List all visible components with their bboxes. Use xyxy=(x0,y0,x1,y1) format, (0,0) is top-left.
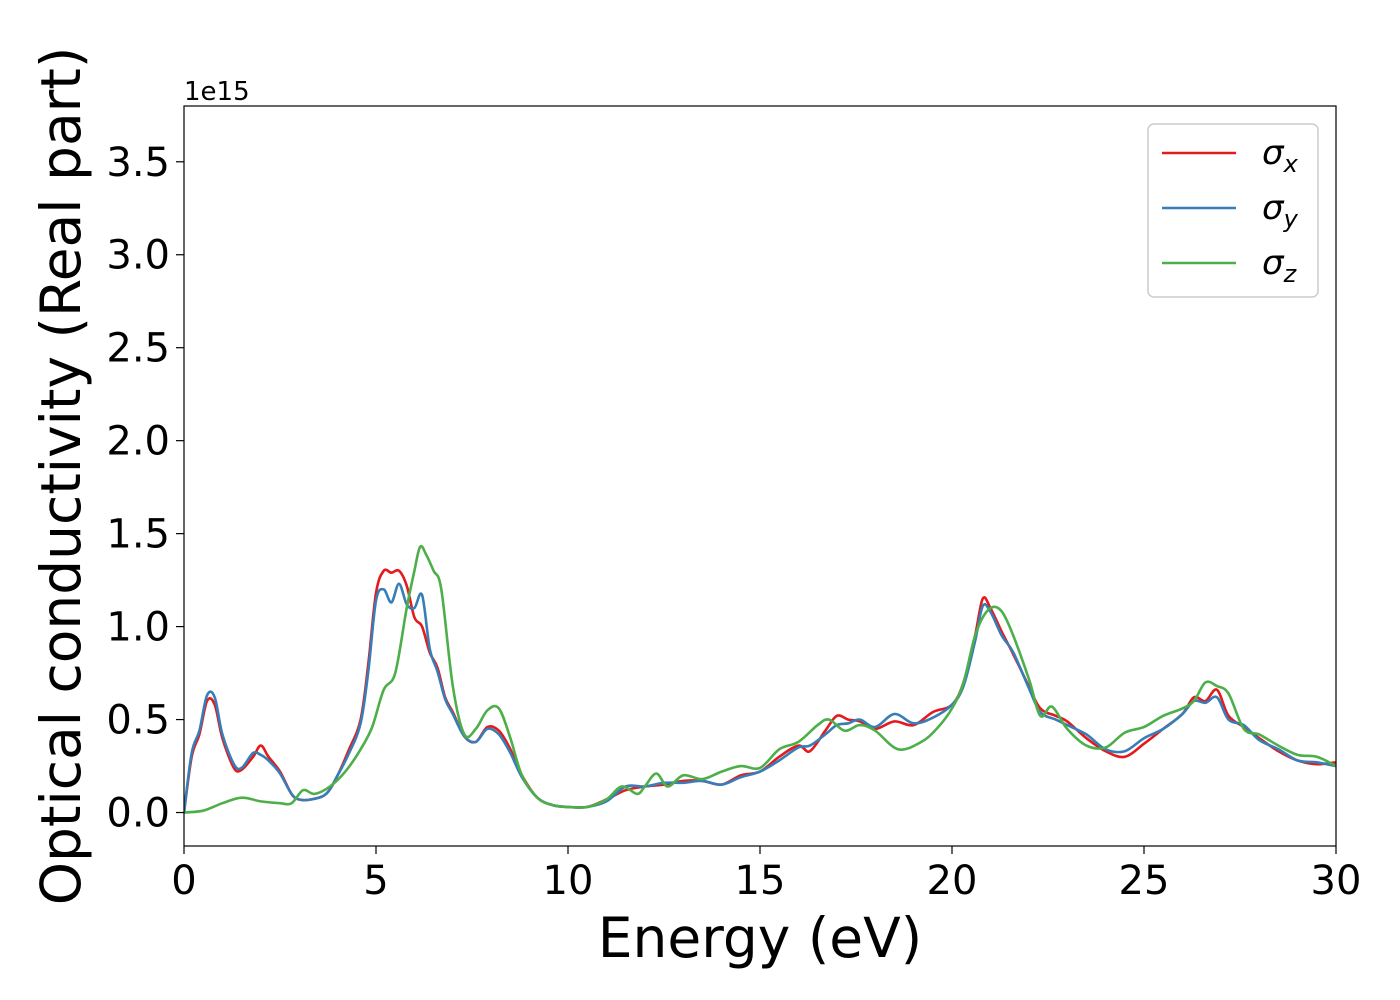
x-tick-label: 30 xyxy=(1311,858,1362,904)
legend-label-y: σy xyxy=(1262,188,1299,233)
y-tick-label: 0.0 xyxy=(106,791,170,837)
legend-items: σx σy σz xyxy=(1162,133,1299,288)
x-tick-label: 0 xyxy=(171,858,196,904)
legend-box xyxy=(1147,123,1319,298)
y-tick-label: 3.0 xyxy=(106,233,170,279)
y-tick-label: 0.5 xyxy=(106,698,170,744)
y-tick-label: 1.5 xyxy=(106,512,170,558)
series-layer xyxy=(184,544,1336,814)
x-axis-title: Energy (eV) xyxy=(598,906,922,970)
series-line-y xyxy=(184,582,1336,813)
legend-label-x: σx xyxy=(1262,133,1299,178)
legend-label-z: σz xyxy=(1262,243,1298,288)
y-tick-label: 2.0 xyxy=(106,419,170,465)
x-axis-ticks: 0 5 10 15 20 25 30 xyxy=(171,846,1361,904)
series-line-z xyxy=(184,544,1336,814)
y-axis-title: Optical conductivity (Real part) xyxy=(29,47,93,906)
y-tick-label: 3.5 xyxy=(106,140,170,186)
y-tick-label: 2.5 xyxy=(106,326,170,372)
y-tick-label: 1.0 xyxy=(106,605,170,651)
x-tick-label: 20 xyxy=(927,858,978,904)
y-offset-label: 1e15 xyxy=(184,77,250,107)
x-tick-label: 25 xyxy=(1119,858,1170,904)
legend: σx σy σz xyxy=(1147,123,1319,298)
y-axis-ticks: 0.0 0.5 1.0 1.5 2.0 2.5 3.0 3.5 xyxy=(106,140,184,837)
x-tick-label: 5 xyxy=(363,858,388,904)
x-tick-label: 10 xyxy=(543,858,594,904)
x-tick-label: 15 xyxy=(735,858,786,904)
